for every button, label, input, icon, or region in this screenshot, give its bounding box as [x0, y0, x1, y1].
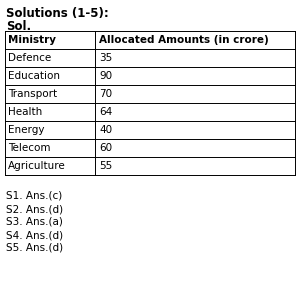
Text: 35: 35 [99, 53, 112, 63]
Text: Energy: Energy [8, 125, 44, 135]
Text: S5. Ans.(d): S5. Ans.(d) [6, 243, 63, 253]
Text: Ministry: Ministry [8, 35, 56, 45]
Text: 64: 64 [99, 107, 112, 117]
Text: Transport: Transport [8, 89, 57, 99]
Text: 70: 70 [99, 89, 112, 99]
Text: 60: 60 [99, 143, 112, 153]
Text: Telecom: Telecom [8, 143, 51, 153]
Text: S4. Ans.(d): S4. Ans.(d) [6, 230, 63, 240]
Text: Defence: Defence [8, 53, 51, 63]
Text: S1. Ans.(c): S1. Ans.(c) [6, 191, 62, 201]
Text: Education: Education [8, 71, 60, 81]
Text: Agriculture: Agriculture [8, 161, 66, 171]
Text: Health: Health [8, 107, 42, 117]
Text: Allocated Amounts (in crore): Allocated Amounts (in crore) [99, 35, 269, 45]
Text: Solutions (1-5):: Solutions (1-5): [6, 7, 109, 20]
Text: 40: 40 [99, 125, 112, 135]
Text: Sol.: Sol. [6, 20, 31, 33]
Text: 90: 90 [99, 71, 112, 81]
Text: 55: 55 [99, 161, 112, 171]
Text: S2. Ans.(d): S2. Ans.(d) [6, 204, 63, 214]
Text: S3. Ans.(a): S3. Ans.(a) [6, 217, 63, 227]
